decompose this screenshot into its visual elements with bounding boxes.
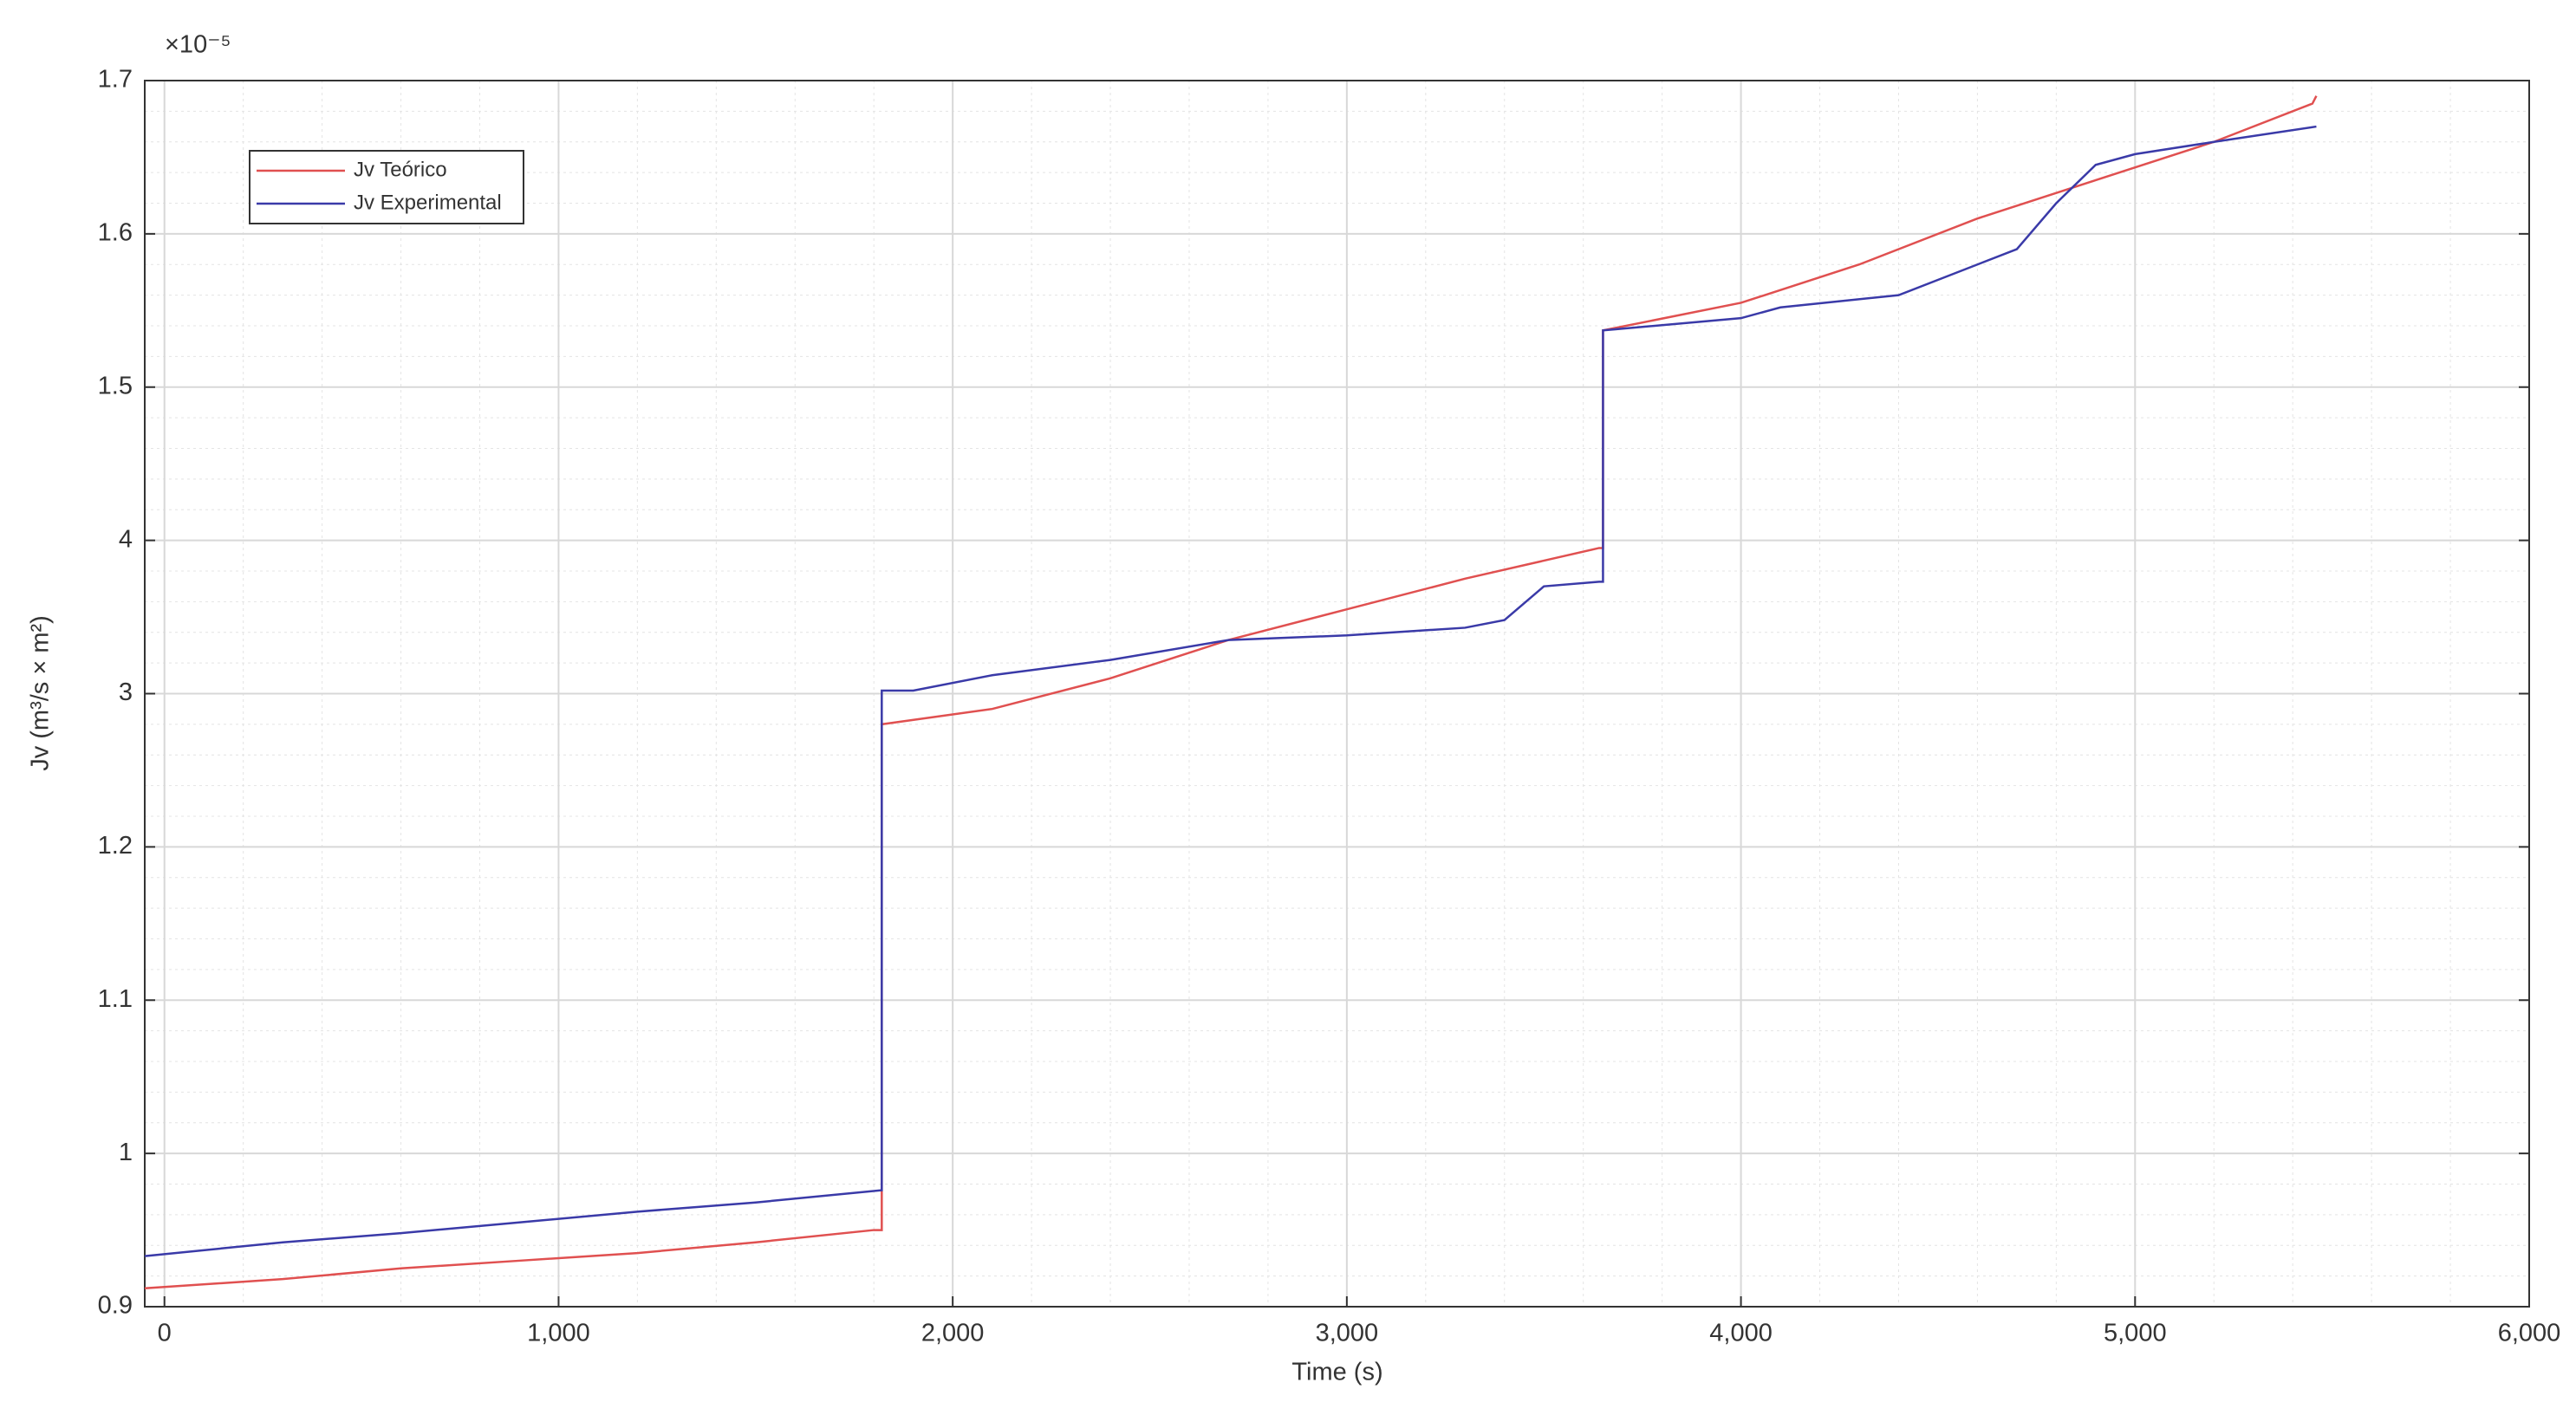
x-axis-label: Time (s) [1291,1359,1382,1386]
x-tick-label: 3,000 [1316,1320,1379,1347]
y-tick-label: 1.5 [98,372,133,399]
legend-box [249,150,524,224]
y-tick-label: 1.2 [98,832,133,860]
x-tick-label: 5,000 [2104,1320,2167,1347]
legend-label: Jv Experimental [354,191,502,214]
x-tick-label: 4,000 [1709,1320,1773,1347]
x-tick-label: 1,000 [527,1320,590,1347]
data-line [144,95,2318,1290]
y-tick-label: 0.9 [98,1292,133,1320]
y-tick-label: 4 [119,525,133,553]
y-tick-label: 1.6 [98,219,133,247]
y-multiplier: ×10⁻⁵ [165,31,231,59]
x-tick-label: 0 [158,1320,172,1347]
x-tick-label: 2,000 [921,1320,985,1347]
legend-label: Jv Teórico [354,158,447,181]
x-tick-label: 6,000 [2498,1320,2561,1347]
y-axis-label: Jv (m³/s × m²) [27,615,55,771]
legend: Jv Teórico Jv Experimental [249,150,524,224]
y-tick-label: 1 [119,1139,133,1166]
axes-frame [144,80,2530,1308]
y-tick-label: 1.7 [98,66,133,94]
y-tick-label: 1.1 [98,985,133,1013]
data-line [144,125,2317,1257]
y-tick-label: 3 [119,678,133,706]
